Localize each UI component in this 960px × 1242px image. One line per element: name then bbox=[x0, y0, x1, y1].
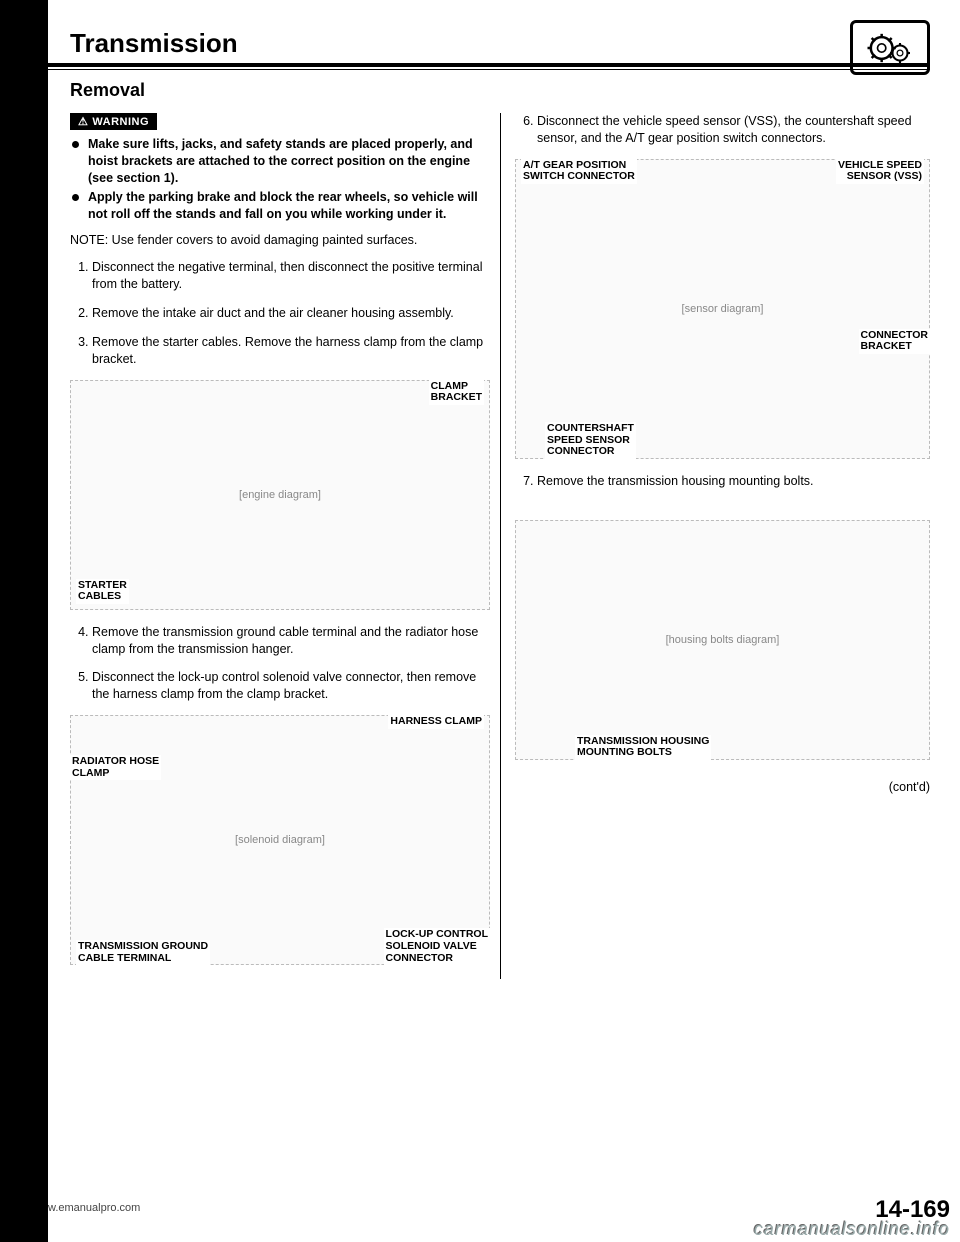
figure-label: STARTER CABLES bbox=[76, 579, 129, 604]
steps-list-right: Disconnect the vehicle speed sensor (VSS… bbox=[515, 113, 930, 147]
step-item: Disconnect the lock-up control solenoid … bbox=[92, 669, 490, 703]
figure-label: CLAMP BRACKET bbox=[429, 380, 484, 405]
footer-url: w.emanualpro.com bbox=[48, 1202, 140, 1214]
figure-label: COUNTERSHAFT SPEED SENSOR CONNECTOR bbox=[545, 422, 636, 459]
note-text: NOTE: Use fender covers to avoid damagin… bbox=[70, 232, 490, 249]
step-item: Remove the transmission ground cable ter… bbox=[92, 624, 490, 658]
figure-placeholder: [sensor diagram] bbox=[515, 159, 930, 459]
gear-icon bbox=[865, 28, 915, 68]
warning-badge: WARNING bbox=[70, 113, 157, 130]
figure-1: [engine diagram] CLAMP BRACKET STARTER C… bbox=[70, 380, 490, 610]
figure-placeholder: [housing bolts diagram] bbox=[515, 520, 930, 760]
right-column: Disconnect the vehicle speed sensor (VSS… bbox=[500, 113, 930, 979]
step-item: Remove the transmission housing mounting… bbox=[537, 473, 930, 490]
two-column-layout: WARNING Make sure lifts, jacks, and safe… bbox=[40, 113, 930, 979]
figure-label: TRANSMISSION HOUSING MOUNTING BOLTS bbox=[575, 735, 711, 760]
step-item: Disconnect the vehicle speed sensor (VSS… bbox=[537, 113, 930, 147]
figure-label: LOCK-UP CONTROL SOLENOID VALVE CONNECTOR bbox=[384, 928, 490, 965]
warning-bullet: Apply the parking brake and block the re… bbox=[70, 189, 490, 223]
steps-list-right-cont: Remove the transmission housing mounting… bbox=[515, 473, 930, 490]
figure-placeholder: [engine diagram] bbox=[70, 380, 490, 610]
figure-label: HARNESS CLAMP bbox=[388, 715, 484, 729]
steps-list-left-cont: Remove the transmission ground cable ter… bbox=[70, 624, 490, 704]
left-column: WARNING Make sure lifts, jacks, and safe… bbox=[70, 113, 500, 979]
page-header: Transmission bbox=[40, 28, 930, 59]
figure-label: A/T GEAR POSITION SWITCH CONNECTOR bbox=[521, 159, 637, 184]
page-content: Transmission Removal WARNING Make sure l… bbox=[40, 20, 930, 1200]
watermark: carmanualsonline.info bbox=[754, 1219, 950, 1240]
figure-label: RADIATOR HOSE CLAMP bbox=[70, 755, 161, 780]
figure-3: [sensor diagram] A/T GEAR POSITION SWITC… bbox=[515, 159, 930, 459]
section-icon-box bbox=[850, 20, 930, 75]
page-title: Transmission bbox=[70, 28, 930, 59]
figure-label: VEHICLE SPEED SENSOR (VSS) bbox=[836, 159, 924, 184]
section-subtitle: Removal bbox=[40, 80, 930, 101]
figure-label: TRANSMISSION GROUND CABLE TERMINAL bbox=[76, 940, 210, 965]
figure-2: [solenoid diagram] HARNESS CLAMP RADIATO… bbox=[70, 715, 490, 965]
warning-bullets: Make sure lifts, jacks, and safety stand… bbox=[70, 136, 490, 222]
warning-bullet: Make sure lifts, jacks, and safety stand… bbox=[70, 136, 490, 187]
binder-spine bbox=[0, 0, 48, 1242]
figure-label: CONNECTOR BRACKET bbox=[859, 329, 930, 354]
steps-list-left: Disconnect the negative terminal, then d… bbox=[70, 259, 490, 367]
rule-thin bbox=[40, 69, 930, 70]
step-item: Remove the starter cables. Remove the ha… bbox=[92, 334, 490, 368]
figure-4: [housing bolts diagram] TRANSMISSION HOU… bbox=[515, 520, 930, 760]
continued-marker: (cont'd) bbox=[515, 780, 930, 794]
step-item: Disconnect the negative terminal, then d… bbox=[92, 259, 490, 293]
step-item: Remove the intake air duct and the air c… bbox=[92, 305, 490, 322]
rule-thick bbox=[40, 63, 930, 67]
